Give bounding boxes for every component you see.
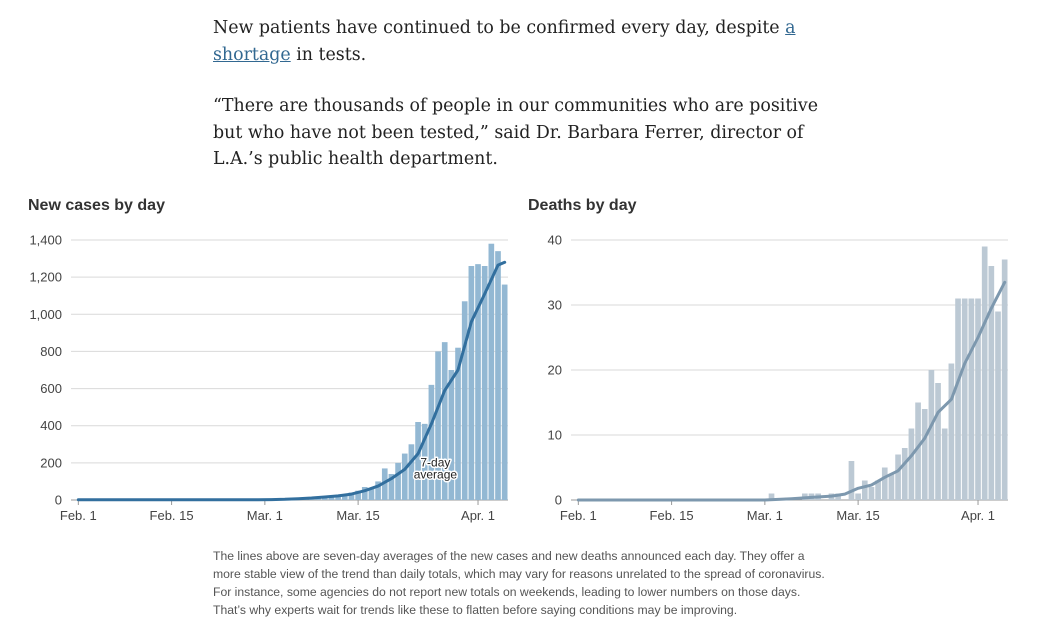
cases-bar: [368, 488, 375, 500]
cases-y-tick-label: 1,200: [29, 270, 62, 285]
paragraph-text-after: in tests.: [290, 44, 367, 65]
deaths-bar: [921, 409, 928, 500]
cases-y-tick-label: 400: [40, 418, 62, 433]
deaths-bar: [768, 493, 775, 500]
deaths-bar: [928, 370, 935, 500]
deaths-bar: [988, 266, 995, 500]
deaths-x-tick-label: Feb. 15: [650, 508, 694, 523]
cases-bar: [415, 422, 421, 500]
cases-bar: [481, 266, 488, 500]
deaths-bar: [881, 467, 888, 500]
deaths-y-tick-label: 40: [548, 233, 562, 248]
cases-x-tick-label: Feb. 1: [60, 508, 97, 523]
cases-bar: [375, 481, 381, 500]
cases-x-tick-label: Apr. 1: [461, 508, 495, 523]
cases-x-tick-label: Mar. 15: [336, 508, 379, 523]
deaths-bar: [961, 298, 968, 500]
deaths-bar: [868, 487, 875, 500]
cases-bar: [401, 453, 408, 500]
cases-average-line: [76, 260, 507, 502]
deaths-x-tick-label: Apr. 1: [961, 508, 995, 523]
deaths-bar: [975, 298, 981, 500]
deaths-bar: [895, 454, 901, 500]
cases-bar: [461, 301, 468, 500]
average-annotation-label: 7-day: [420, 456, 450, 470]
deaths-bar: [948, 363, 955, 500]
deaths-bar: [848, 461, 855, 500]
cases-x-tick-label: Feb. 15: [150, 508, 194, 523]
deaths-y-tick-label: 0: [555, 493, 562, 508]
cases-bar: [408, 444, 415, 500]
cases-bar: [441, 342, 448, 500]
cases-bar: [355, 490, 361, 500]
cases-bar: [328, 497, 335, 500]
deaths-bar: [955, 298, 961, 500]
deaths-bar: [888, 474, 895, 500]
average-annotation-label: average: [414, 468, 458, 482]
deaths-bar: [941, 428, 948, 500]
chart-footnote: The lines above are seven-day averages o…: [213, 549, 825, 617]
deaths-bar: [935, 383, 941, 500]
cases-bar: [448, 370, 455, 500]
cases-x-tick-label: Mar. 1: [247, 508, 283, 523]
cases-bar: [455, 347, 461, 500]
deaths-bar: [855, 493, 861, 500]
cases-y-tick-label: 800: [40, 344, 62, 359]
cases-y-tick-label: 1,000: [29, 307, 62, 322]
cases-y-tick-label: 600: [40, 381, 62, 396]
cases-bar: [501, 284, 508, 500]
deaths-bar: [875, 480, 881, 500]
cases-y-tick-label: 200: [40, 455, 62, 470]
cases-bar: [488, 243, 495, 500]
cases-y-tick-label: 1,400: [29, 233, 62, 248]
deaths-bar: [861, 480, 868, 500]
cases-bar: [348, 492, 355, 500]
deaths-bar: [908, 428, 915, 500]
cases-bar: [395, 462, 401, 500]
deaths-bar: [835, 493, 841, 500]
deaths-bar: [915, 402, 921, 500]
cases-chart: 0 200 400 600 800 1,000 1,200 1,400 Feb. 1 Feb. 1…: [29, 233, 508, 523]
deaths-y-tick-label: 30: [548, 298, 562, 313]
deaths-y-tick-label: 20: [548, 363, 562, 378]
cases-bar: [421, 423, 428, 500]
deaths-bar: [968, 298, 975, 500]
deaths-y-tick-label: 10: [548, 428, 562, 443]
cases-bar: [381, 468, 388, 500]
deaths-x-tick-label: Mar. 15: [836, 508, 879, 523]
deaths-average-line: [576, 280, 1007, 502]
cases-bar: [335, 495, 341, 500]
article-paragraph-shortage: New patients have continued to be confir…: [213, 15, 838, 68]
deaths-chart-title: Deaths by day: [528, 197, 637, 214]
deaths-chart: 0 10 20 30 40 Feb. 1 Feb. 15 Mar. 1 Mar. 15 Apr. …: [548, 233, 1008, 523]
cases-chart-title: New cases by day: [28, 197, 165, 214]
cases-bar: [468, 266, 475, 500]
article-paragraph-quote: “There are thousands of people in our co…: [213, 96, 818, 169]
cases-bar: [388, 474, 395, 500]
cases-bar: [341, 494, 348, 500]
deaths-x-tick-label: Feb. 1: [560, 508, 597, 523]
deaths-bar: [901, 448, 908, 500]
cases-bar: [475, 264, 481, 500]
cases-y-tick-label: 0: [55, 493, 62, 508]
deaths-bar: [995, 311, 1001, 500]
deaths-x-tick-label: Mar. 1: [747, 508, 783, 523]
cases-bar: [428, 384, 435, 500]
cases-bar: [435, 351, 441, 500]
deaths-bar: [1001, 259, 1008, 500]
paragraph-text-before: New patients have continued to be confir…: [213, 18, 786, 38]
deaths-bar: [981, 246, 988, 500]
shortage-link[interactable]: a shortage: [213, 18, 796, 65]
cases-bar: [495, 251, 501, 500]
cases-bar: [361, 487, 368, 500]
